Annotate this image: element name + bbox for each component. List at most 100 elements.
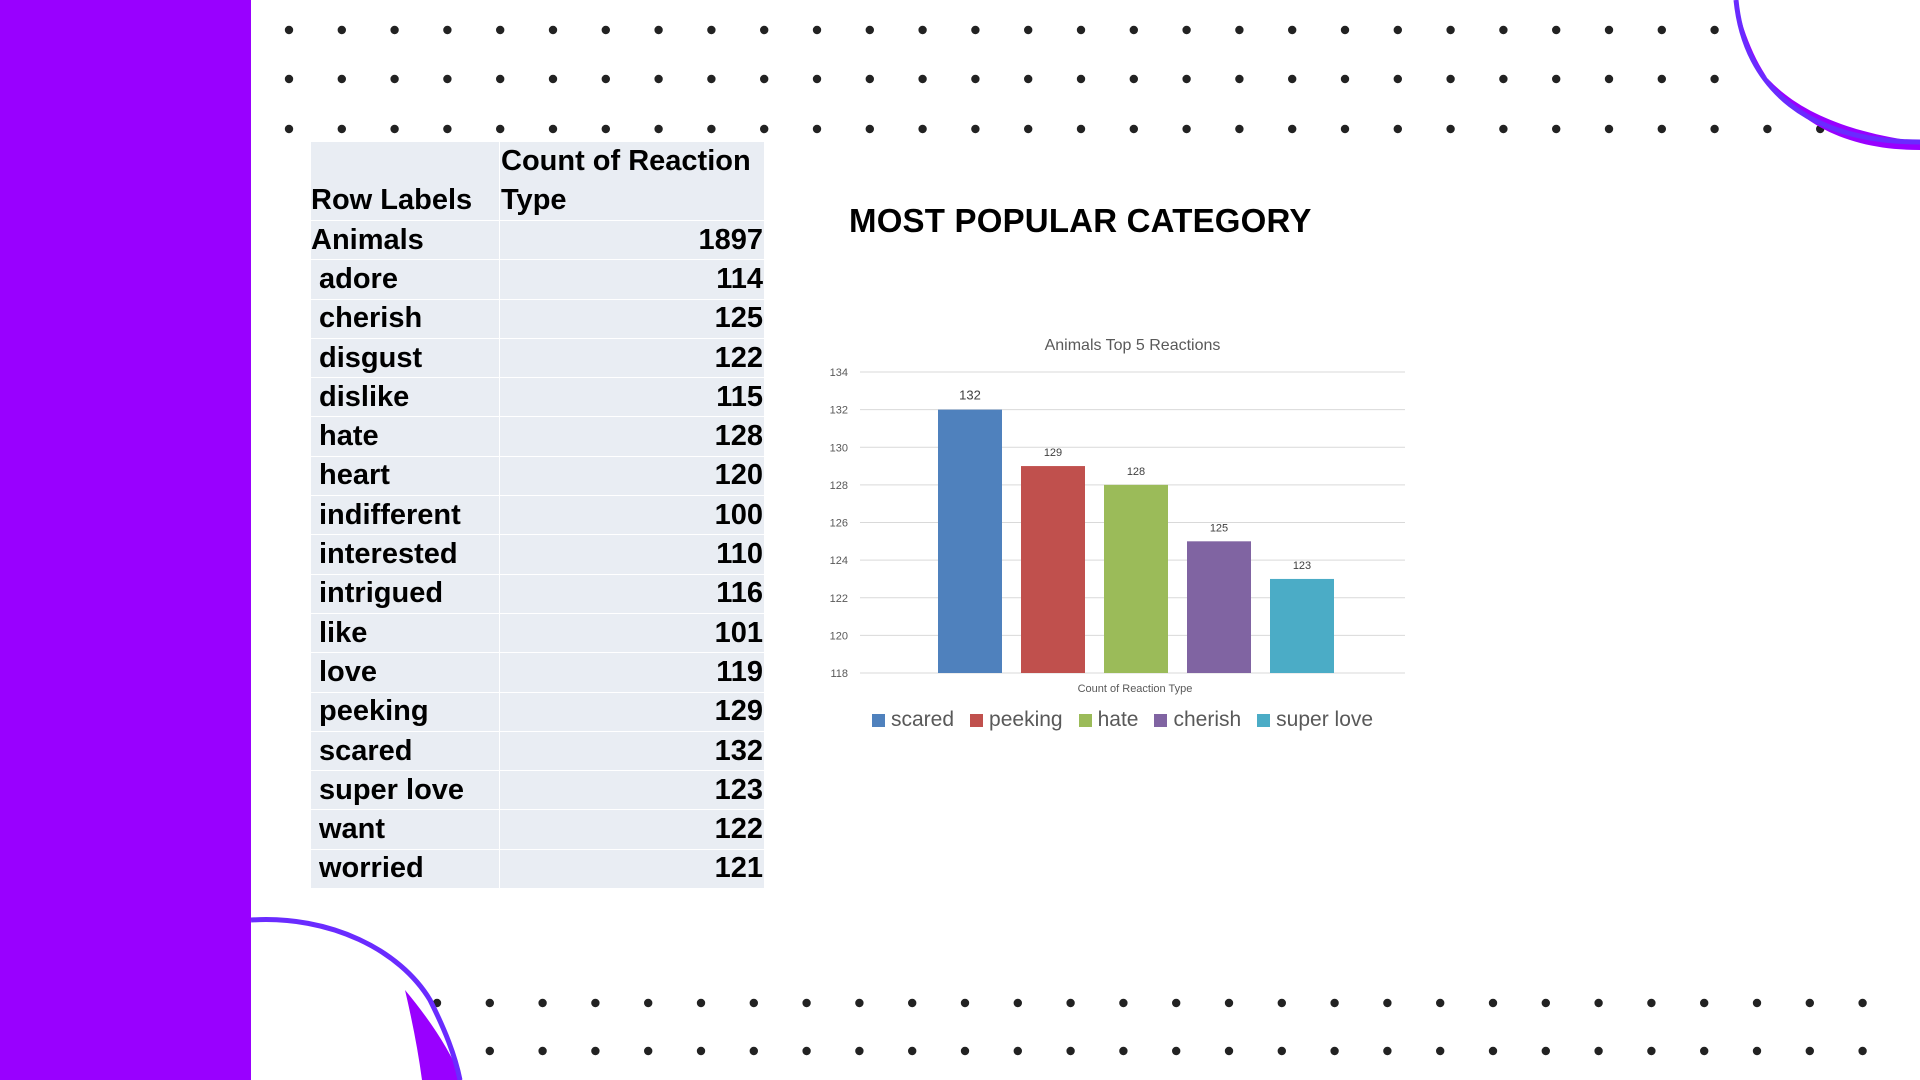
decor-dot	[1330, 998, 1339, 1008]
y-tick-label: 120	[830, 630, 848, 642]
decor-dot	[812, 25, 822, 35]
decor-dot	[1446, 25, 1455, 35]
decor-dot	[1446, 74, 1455, 84]
header-count: Count of Reaction Type	[499, 142, 764, 221]
table-row: peeking 129	[311, 692, 764, 732]
row-label: super love	[311, 770, 500, 811]
decor-dot	[1277, 998, 1287, 1008]
row-value: 129	[499, 692, 764, 732]
row-value: 110	[499, 534, 764, 575]
decor-dot	[1383, 998, 1392, 1008]
row-value: 116	[499, 574, 764, 614]
decor-dot	[284, 124, 294, 134]
legend-item: super love	[1257, 708, 1373, 732]
row-value: 128	[499, 416, 764, 457]
table-row: indifferent 100	[311, 495, 764, 536]
left-accent-band	[0, 0, 251, 1080]
decor-dot	[971, 74, 980, 84]
decor-dot	[1657, 25, 1667, 35]
decor-dot	[443, 25, 452, 35]
decor-dot	[1488, 1046, 1498, 1056]
table-row: love 119	[311, 652, 764, 693]
decor-dot	[707, 124, 716, 134]
decor-dot	[1446, 124, 1455, 134]
decor-dot	[538, 998, 547, 1008]
row-label: adore	[311, 259, 500, 300]
row-value: 100	[499, 495, 764, 536]
row-value: 115	[499, 377, 764, 418]
decor-dot	[337, 124, 346, 134]
decor-dot	[443, 124, 452, 134]
decor-dot	[812, 74, 822, 84]
decor-dot	[749, 1046, 758, 1056]
decor-dot	[654, 25, 663, 35]
decor-dot	[1552, 74, 1561, 84]
legend-item: cherish	[1154, 708, 1241, 732]
legend-label: hate	[1097, 708, 1139, 731]
decor-dot	[601, 124, 610, 134]
bar-scared	[938, 409, 1002, 673]
decor-dot	[1013, 1046, 1022, 1056]
decor-dot	[1499, 74, 1508, 84]
decor-dot	[802, 998, 811, 1008]
table-row: cherish 125	[311, 299, 764, 339]
decor-dot	[1393, 25, 1403, 35]
bar-peeking	[1021, 466, 1085, 673]
decor-dot	[1076, 25, 1086, 35]
decor-dot	[284, 25, 294, 35]
bar-chart: Animals Top 5 Reactions 118 120 122 124 126 12…	[830, 337, 1405, 695]
decor-dot	[865, 74, 874, 84]
row-value: 120	[499, 456, 764, 497]
decor-dot	[538, 1046, 547, 1056]
decor-dot	[1541, 998, 1551, 1008]
legend-item: peeking	[970, 708, 1063, 732]
decor-dot	[855, 998, 864, 1008]
decor-dot	[1710, 74, 1719, 84]
group-total: 1897	[499, 220, 764, 261]
decor-dot	[1129, 124, 1139, 134]
decor-dot	[1700, 998, 1709, 1008]
decor-dot	[1172, 1046, 1181, 1056]
legend-label: cherish	[1173, 708, 1242, 731]
decor-dot	[1076, 74, 1086, 84]
decor-dot	[1277, 1046, 1287, 1056]
legend-label: super love	[1276, 708, 1374, 731]
row-value: 132	[499, 731, 764, 772]
decor-dot	[1235, 74, 1244, 84]
row-value: 121	[499, 849, 764, 890]
decor-dot	[1224, 998, 1234, 1008]
decor-dot	[1805, 998, 1815, 1008]
legend-swatch	[970, 713, 984, 727]
row-label: want	[311, 809, 500, 850]
data-label: 125	[1210, 522, 1228, 534]
decor-dot	[1752, 1046, 1762, 1056]
decor-dot	[707, 25, 716, 35]
decor-dot	[760, 124, 769, 134]
legend-swatch	[1078, 713, 1092, 727]
decor-dot	[696, 1046, 706, 1056]
bar-cherish	[1187, 541, 1251, 673]
decor-dot	[1499, 124, 1508, 134]
decor-dot	[918, 25, 927, 35]
y-tick-label: 122	[830, 593, 848, 605]
table-row: adore 114	[311, 259, 764, 300]
decor-dot	[1023, 25, 1033, 35]
decor-dot	[960, 1046, 970, 1056]
decor-dot	[1552, 124, 1561, 134]
decor-dot	[812, 124, 822, 134]
decor-dot	[1119, 1046, 1128, 1056]
decor-dot	[1172, 998, 1181, 1008]
row-label: intrigued	[311, 574, 500, 614]
decor-arc-fill	[405, 990, 462, 1080]
data-label: 132	[959, 388, 981, 403]
decor-dot	[760, 74, 769, 84]
decor-dot	[1594, 1046, 1603, 1056]
decor-dot	[1023, 74, 1033, 84]
table-row: disgust 122	[311, 338, 764, 379]
decor-arc-fill	[1736, 0, 1920, 150]
decor-dot	[337, 25, 346, 35]
data-label: 128	[1127, 466, 1145, 478]
decor-dot	[1657, 74, 1667, 84]
decor-dot	[1552, 25, 1561, 35]
row-label: disgust	[311, 338, 500, 379]
